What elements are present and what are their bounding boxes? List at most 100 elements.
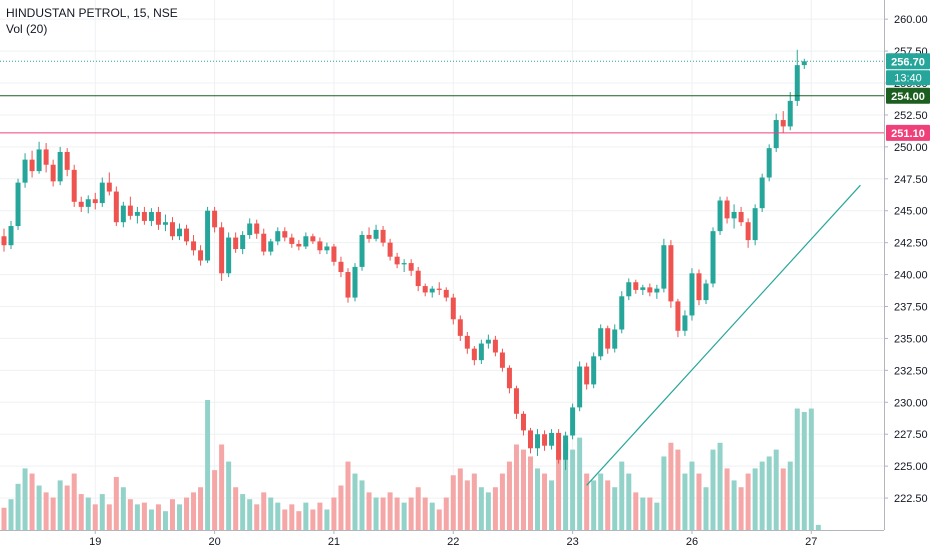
volume-bar: [106, 504, 112, 530]
volume-bar: [184, 497, 190, 530]
candle-body: [619, 296, 625, 330]
candle-body: [8, 226, 14, 246]
volume-bar: [808, 408, 814, 530]
volume-indicator-label[interactable]: Vol (20): [6, 22, 48, 36]
volume-bar: [668, 442, 674, 530]
candle-body: [429, 288, 435, 293]
volume-bar: [268, 497, 274, 530]
candle-body: [801, 61, 807, 66]
volume-bar: [450, 475, 456, 530]
volume-layer: [1, 400, 821, 530]
y-tick-label: 237.50: [894, 302, 928, 314]
volume-bar: [366, 492, 372, 530]
candle-body: [120, 205, 126, 223]
volume-bar: [92, 504, 98, 530]
candle-body: [324, 246, 330, 251]
candle-body: [584, 366, 590, 385]
price-marker-label: 256.70: [891, 56, 925, 68]
candle-body: [696, 273, 702, 301]
volume-bar: [724, 468, 730, 530]
volume-bar: [696, 473, 702, 530]
volume-bar: [113, 476, 119, 530]
candle-body: [640, 287, 646, 290]
volume-bar: [324, 509, 330, 530]
candle-body: [85, 199, 91, 207]
candle-body: [92, 199, 98, 204]
volume-bar: [584, 473, 590, 530]
candle-body: [717, 200, 723, 232]
candle-body: [492, 339, 498, 353]
candle-body: [450, 297, 456, 320]
volume-bar: [563, 442, 569, 530]
volume-bar: [50, 497, 56, 530]
candle-body: [647, 287, 653, 293]
volume-bar: [85, 497, 91, 530]
candle-body: [15, 182, 21, 227]
x-tick-label: 20: [208, 536, 220, 548]
candle-body: [464, 335, 470, 349]
volume-bar: [422, 497, 428, 530]
candle-body: [513, 388, 519, 414]
price-marker-label: 251.10: [891, 128, 925, 140]
volume-bar: [619, 461, 625, 530]
volume-bar: [682, 473, 688, 530]
candle-body: [703, 283, 709, 301]
time-axis-bg: [0, 530, 932, 550]
candle-body: [134, 212, 140, 216]
candle-body: [710, 231, 716, 284]
x-tick-label: 22: [447, 536, 459, 548]
volume-bar: [1, 507, 7, 530]
candle-body: [401, 263, 407, 265]
candle-body: [506, 367, 512, 389]
chart-title: HINDUSTAN PETROL, 15, NSE: [6, 6, 178, 20]
volume-bar: [513, 444, 519, 530]
volume-bar: [169, 499, 175, 530]
volume-bar: [141, 502, 147, 530]
y-tick-label: 242.50: [894, 238, 928, 250]
candle-body: [577, 366, 583, 408]
y-tick-label: 250.00: [894, 142, 928, 154]
volume-bar: [338, 485, 344, 530]
candle-body: [380, 229, 386, 243]
candle-body: [408, 263, 414, 271]
candle-body: [394, 256, 400, 265]
volume-bar: [155, 504, 161, 530]
countdown-label: 13:40: [894, 72, 922, 84]
trend-layer[interactable]: [586, 184, 861, 486]
volume-bar: [29, 473, 35, 530]
volume-bar: [780, 468, 786, 530]
volume-bar: [710, 449, 716, 530]
candle-body: [654, 288, 660, 293]
candle-body: [247, 223, 253, 235]
candle-body: [443, 289, 449, 298]
volume-bar: [717, 442, 723, 530]
candle-body: [1, 236, 7, 246]
volume-bar: [415, 487, 421, 530]
candle-body: [422, 286, 428, 293]
candle-body: [282, 231, 288, 238]
volume-bar: [478, 487, 484, 530]
candle-body: [275, 231, 281, 242]
x-tick-label: 27: [805, 536, 817, 548]
candle-body: [226, 237, 232, 274]
candle-body: [499, 352, 505, 368]
volume-bar: [359, 480, 365, 530]
y-tick-label: 225.00: [894, 461, 928, 473]
candle-body: [148, 212, 154, 221]
y-tick-label: 247.50: [894, 174, 928, 186]
volume-bar: [191, 492, 197, 530]
candle-body: [106, 182, 112, 192]
volume-bar: [296, 511, 302, 530]
candle-body: [682, 315, 688, 331]
candle-body: [331, 246, 337, 262]
volume-bar: [794, 408, 800, 530]
volume-bar: [261, 492, 267, 530]
volume-bar: [282, 509, 288, 530]
candle-body: [478, 343, 484, 361]
candle-body: [542, 434, 548, 446]
volume-bar: [738, 487, 744, 530]
volume-bar: [226, 461, 232, 530]
